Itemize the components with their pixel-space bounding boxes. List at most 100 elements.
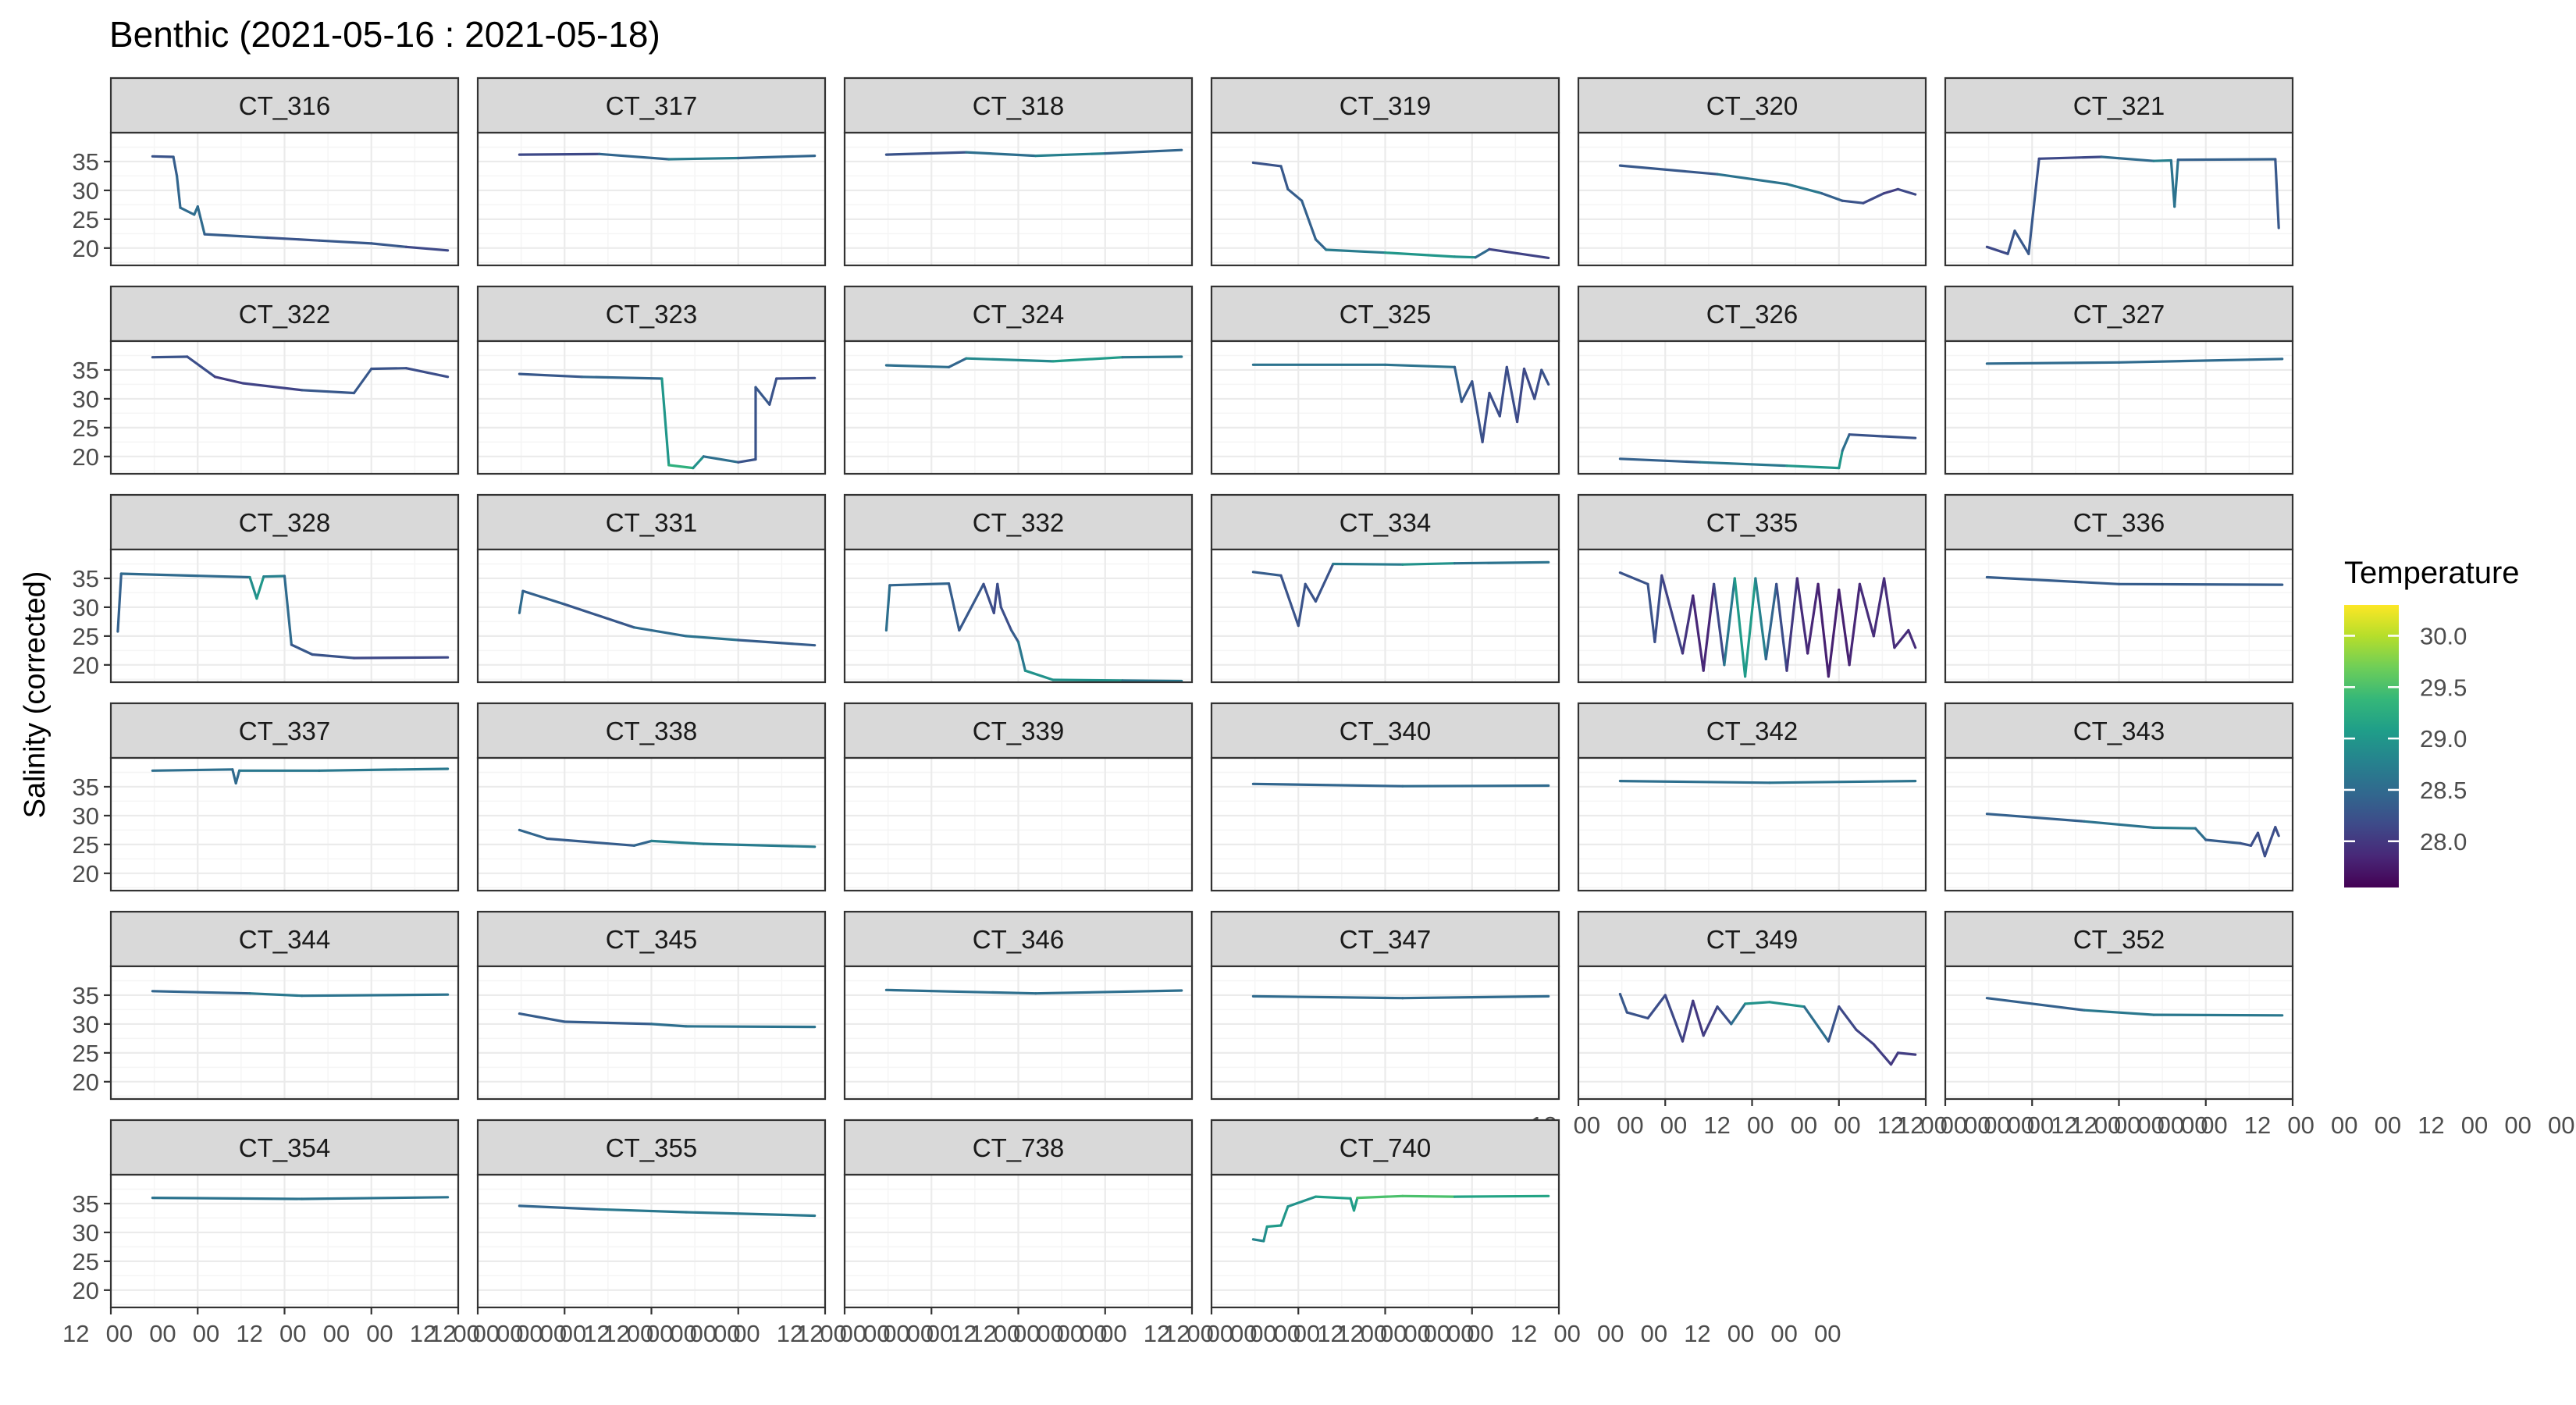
series-segment [1251,161,1283,168]
facet-strip-label: CT_345 [606,925,697,954]
series-segment [649,1023,688,1028]
facet-strip-label: CT_335 [1706,508,1798,537]
series-segment [1471,380,1484,443]
y-tick-label: 25 [73,623,99,650]
series-segment [1827,589,1841,678]
series-segment [598,1208,688,1214]
x-tick-label: 12 [1897,1112,1923,1139]
x-tick-label: 12 [410,1320,436,1347]
series-segment [2204,838,2242,845]
facet-panel: CT_326 [1577,285,1927,475]
series-segment [1453,255,1477,259]
series-segment [737,638,817,647]
panel-border [109,340,460,475]
series-segment [1401,562,1457,566]
series-segment [992,582,999,614]
y-tick-label: 20 [73,860,99,887]
panel-border [843,965,1194,1101]
series-segment [1816,582,1830,678]
series-segment [265,236,321,242]
series-segment [1663,994,1685,1043]
panel-border [476,340,827,475]
series-segment [1702,1005,1719,1037]
x-tick-label: 00 [1727,1320,1754,1347]
series-segment [1401,1194,1457,1198]
panel-border [1210,548,1560,684]
x-tick-label: 12 [950,1320,977,1347]
panel-border [1577,340,1927,475]
y-tick-label: 35 [73,1190,99,1218]
series-segment [1314,562,1335,603]
facet-strip-label: CT_339 [973,717,1064,745]
facet-strip-label: CT_738 [973,1133,1064,1162]
series-segment [965,357,1055,363]
facet-strip-label: CT_740 [1340,1133,1431,1162]
x-tick-label: 12 [583,1320,610,1347]
series-segment [1785,464,1841,470]
series-segment [518,1012,566,1023]
series-segment [196,205,206,236]
series-segment [1660,574,1685,655]
series-segment [884,988,1037,995]
series-segment [318,239,373,245]
y-tick-label: 30 [73,1011,99,1038]
series-segment [255,575,265,600]
facet-strip [843,910,1194,968]
series-segment [1883,577,1896,649]
y-tick-label: 25 [73,831,99,859]
facet-strip-label: CT_323 [606,300,697,329]
series-segment [1768,1001,1806,1008]
series-segment [151,155,175,158]
series-segment [2083,1008,2155,1016]
panel-border [476,965,827,1101]
series-segment [176,174,182,209]
facet-strip-label: CT_324 [973,300,1064,329]
facet-panel: CT_325 [1210,285,1560,475]
x-tick-label: 12 [796,1320,823,1347]
series-segment [1286,1195,1318,1208]
series-segment [1034,152,1107,158]
x-tick-label: 00 [733,1320,760,1347]
series-segment [248,575,258,600]
facet-panel: CT_323 [476,285,827,475]
facet-strip-label: CT_318 [973,91,1064,120]
series-segment [685,1211,817,1218]
facet-strip [1944,910,2294,968]
series-segment [301,1196,450,1200]
facet-panel: CT_347 [1210,910,1560,1101]
series-segment [2274,826,2280,838]
series-segment [1515,367,1526,424]
facet-strip-label: CT_332 [973,508,1064,537]
legend-tick-label: 30.0 [2420,622,2467,649]
x-tick-label: 00 [2027,1112,2054,1139]
x-tick-label: 00 [670,1320,696,1347]
facet-strip [476,702,827,759]
series-segment [186,355,217,379]
series-segment [1646,994,1667,1020]
series-segment [1681,594,1695,655]
x-tick-label: 00 [1920,1112,1947,1139]
series-segment [318,767,450,772]
x-tick-label: 00 [366,1320,393,1347]
facet-panel: CT_334 [1210,493,1560,684]
series-segment [1453,1194,1550,1198]
panel-border [1210,340,1560,475]
series-segment [1352,1196,1359,1212]
x-tick-label: 00 [560,1320,586,1347]
series-segment [2239,841,2253,847]
facet-strip [1210,1119,1560,1176]
x-tick-label: 00 [1187,1320,1213,1347]
facet-strip [1944,493,2294,551]
series-segment [1453,365,1464,404]
x-tick-label: 12 [2070,1112,2097,1139]
series-segment [2117,582,2284,586]
series-segment [947,357,968,368]
facet-strip [109,493,460,551]
facet-strip-label: CT_319 [1340,91,1431,120]
series-segment [151,990,251,995]
series-segment [1016,640,1027,672]
x-tick-label: 00 [1467,1320,1493,1347]
